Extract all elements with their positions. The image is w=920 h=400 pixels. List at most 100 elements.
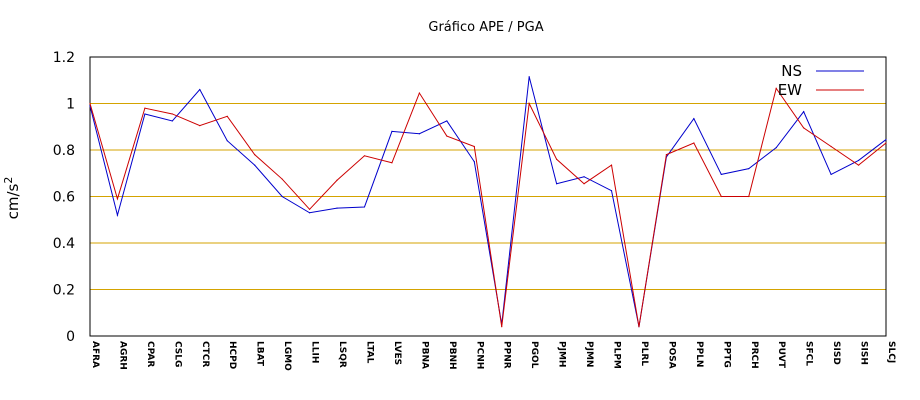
data-point-ns (281, 195, 283, 198)
x-tick-label: PPNR (502, 341, 512, 369)
x-tick-label: LVES (392, 341, 402, 365)
data-point-ew (226, 115, 228, 117)
data-point-ns (748, 168, 750, 170)
data-point-ns (473, 161, 475, 163)
data-point-ew (254, 154, 256, 156)
data-point-ns (254, 164, 256, 166)
data-point-ns (446, 120, 448, 122)
x-tick-label: AGRH (117, 341, 127, 370)
x-tick-label: PLRL (639, 341, 649, 366)
x-tick-label: POSA (666, 341, 676, 369)
x-tick-label: PRCH (749, 341, 759, 369)
y-tick-label: 1 (66, 97, 75, 113)
data-point-ew (857, 164, 860, 166)
x-tick-label: PPTG (721, 341, 731, 368)
x-tick-label: HCPD (227, 341, 237, 369)
data-point-ew (830, 145, 832, 148)
data-point-ew (473, 145, 475, 148)
series-line-ew (89, 87, 887, 327)
data-point-ns (775, 147, 777, 149)
x-tick-label: PCNH (474, 341, 484, 369)
x-tick-label: AFRA (90, 341, 100, 368)
data-point-ns (857, 159, 860, 162)
data-point-ew (720, 195, 722, 198)
data-point-ew (885, 142, 887, 144)
data-point-ns (363, 206, 366, 208)
x-tick-label: PJMN (584, 341, 594, 367)
y-axis-label: cm/s2 (2, 177, 22, 220)
y-tick-label: 0 (66, 329, 75, 345)
data-point-ew (336, 179, 338, 181)
y-tick-label: 0.2 (53, 283, 75, 299)
data-point-ns (144, 113, 146, 115)
data-point-ew (418, 92, 420, 94)
data-point-ns (308, 212, 311, 214)
x-tick-label: PJMH (557, 341, 567, 367)
y-tick-label: 0.6 (53, 190, 75, 206)
x-axis-ticks: AFRA AGRH CPAR CSLG CTCR HCPD LBAT LGMO LLIH LSQR… (90, 341, 896, 371)
data-point-ns (391, 130, 393, 132)
data-point-ew (281, 178, 283, 180)
x-tick-label: LBAT (255, 341, 265, 367)
data-point-ew (446, 135, 448, 137)
x-tick-label: CPAR (145, 341, 155, 367)
x-tick-label: PPLN (694, 341, 704, 367)
x-tick-label: LLIH (310, 341, 320, 363)
data-point-ew (556, 158, 558, 160)
data-point-ew (528, 102, 530, 105)
y-tick-label: 1.2 (53, 50, 75, 66)
data-point-ns (803, 111, 805, 113)
data-point-ew (748, 195, 750, 198)
x-tick-label: SFCL (804, 341, 814, 366)
x-tick-label: CSLG (172, 341, 182, 367)
series-line-ns (89, 76, 887, 327)
data-point-ns (583, 176, 585, 178)
plot-frame (89, 56, 887, 337)
data-point-ns (556, 183, 558, 185)
x-tick-label: PBNA (419, 341, 429, 369)
gridlines (90, 103, 886, 290)
data-point-ns (720, 173, 722, 176)
legend-label-ew: EW (778, 81, 802, 99)
x-tick-label: CTCR (200, 341, 210, 367)
data-point-ew (308, 208, 311, 210)
x-tick-label: PGOL (529, 341, 539, 369)
data-point-ns (418, 133, 420, 135)
data-point-ew (199, 124, 201, 127)
data-point-ew (116, 198, 119, 200)
y-tick-label: 0.4 (53, 236, 75, 252)
data-point-ns (693, 118, 695, 120)
data-point-ew (144, 107, 146, 109)
data-point-ew (665, 154, 668, 156)
data-point-ns (171, 120, 173, 122)
data-point-ns (199, 88, 201, 91)
data-point-ew (803, 127, 805, 129)
data-point-ew (391, 162, 393, 164)
series-lines (89, 76, 887, 328)
y-axis-ticks: 0 0.2 0.4 0.6 0.8 1 1.2 (53, 50, 75, 345)
data-point-ew (89, 102, 91, 105)
data-point-ns (830, 173, 832, 176)
x-tick-label: LTAL (364, 341, 374, 364)
data-point-ew (363, 155, 366, 157)
x-tick-label: PLPM (612, 341, 622, 369)
data-point-ns (528, 76, 530, 78)
data-point-ns (885, 138, 887, 141)
data-point-ew (171, 113, 173, 115)
data-point-ew (501, 326, 503, 328)
data-point-ns (116, 214, 119, 216)
data-point-ew (693, 142, 695, 144)
data-point-ns (336, 207, 338, 209)
legend-label-ns: NS (781, 62, 802, 80)
x-tick-label: SISH (859, 341, 869, 365)
data-point-ns (610, 190, 613, 192)
data-point-ns (226, 140, 228, 142)
x-tick-label: SISD (831, 341, 841, 365)
x-tick-label: LSQR (337, 341, 347, 368)
data-point-ew (610, 164, 613, 166)
x-tick-label: PUVT (776, 341, 786, 369)
x-tick-label: SLCJ (886, 341, 896, 363)
data-point-ew (583, 183, 585, 185)
chart-title: Gráfico APE / PGA (428, 20, 543, 35)
